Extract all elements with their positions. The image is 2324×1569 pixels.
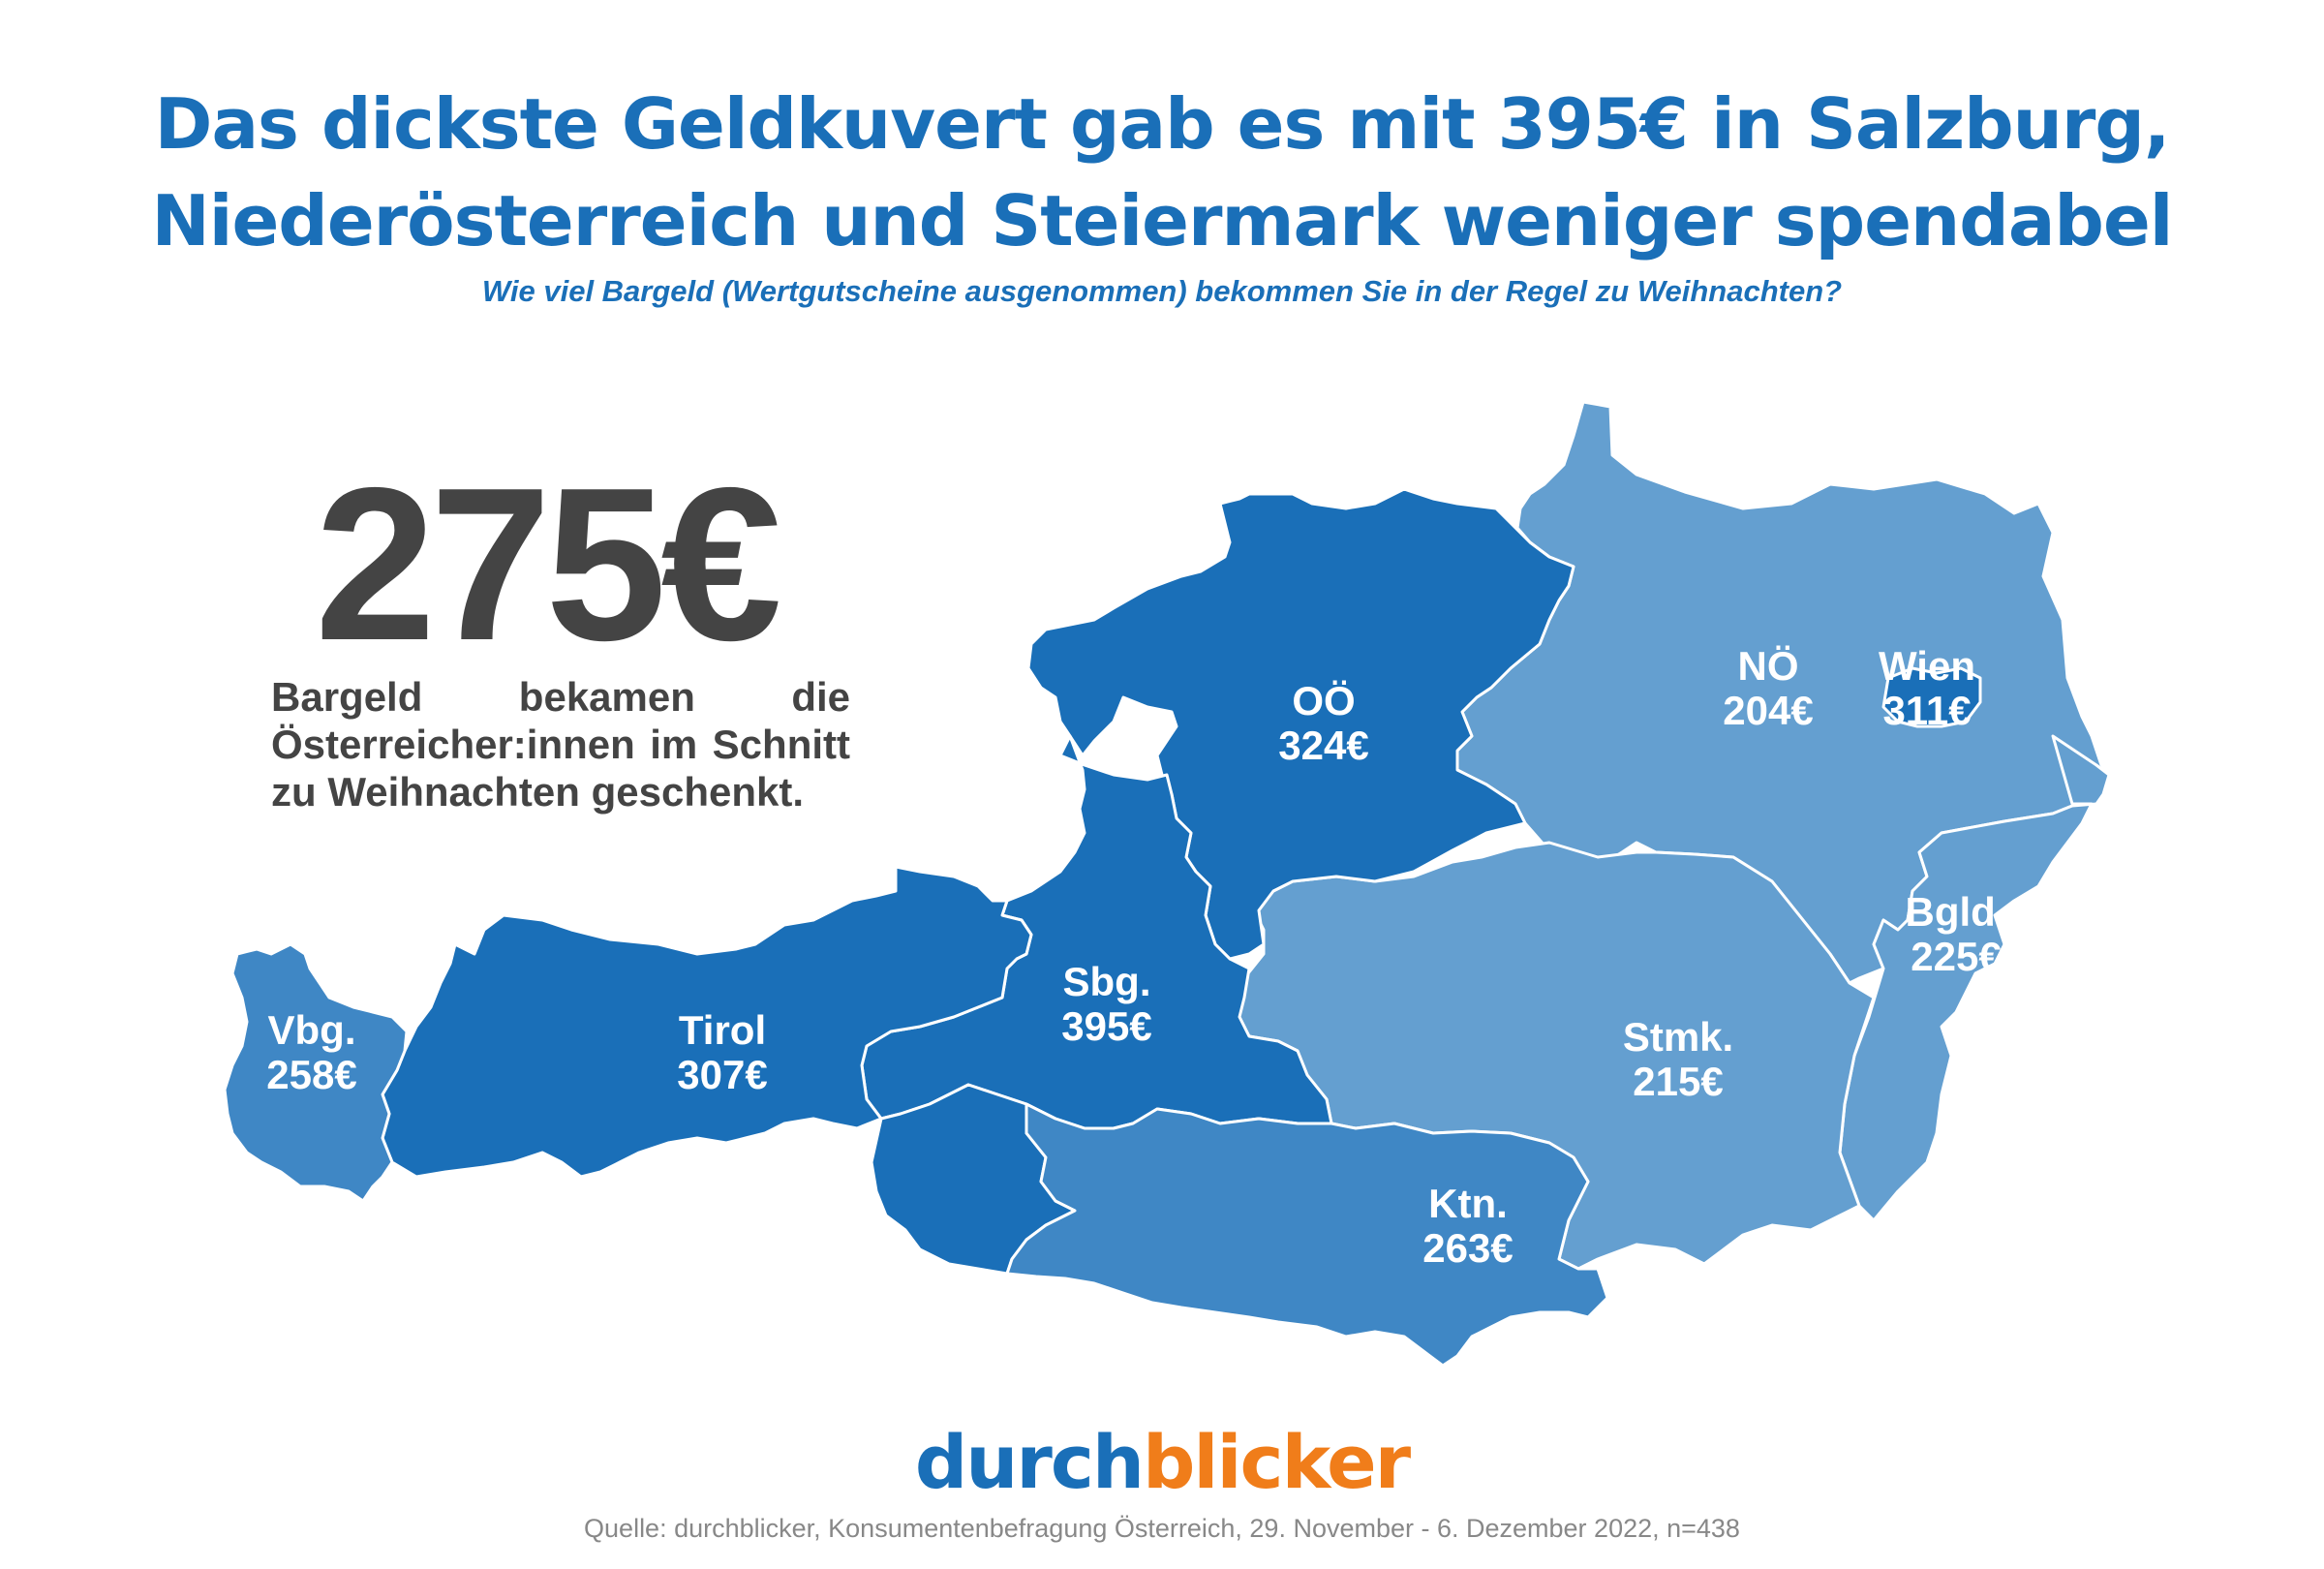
label-tirol-value: 307€ — [677, 1052, 767, 1097]
title-line-2: Niederösterreich und Steiermark weniger … — [151, 180, 2174, 262]
subtitle: Wie viel Bargeld (Wertgutscheine ausgeno… — [481, 274, 1843, 308]
label-sbg-name: Sbg. — [1063, 959, 1151, 1004]
region-ktn — [1005, 1102, 1609, 1368]
label-ktn-value: 263€ — [1422, 1225, 1513, 1271]
label-bgld-value: 225€ — [1911, 934, 2001, 979]
average-amount: 275€ — [315, 442, 782, 686]
label-ooe-value: 324€ — [1278, 723, 1368, 768]
logo-part-durch: durch — [914, 1419, 1145, 1505]
source-note: Quelle: durchblicker, Konsumentenbefragu… — [584, 1514, 1740, 1543]
label-wien-value: 311€ — [1882, 688, 1971, 733]
label-sbg-value: 395€ — [1061, 1003, 1151, 1049]
label-noe-value: 204€ — [1723, 688, 1813, 733]
label-vbg-value: 258€ — [266, 1052, 356, 1097]
label-noe-name: NÖ — [1738, 643, 1799, 689]
region-wien — [1881, 666, 1982, 728]
label-bgld-name: Bgld. — [1906, 889, 2007, 935]
region-tirol — [381, 865, 1033, 1179]
region-vbg — [223, 942, 409, 1203]
logo-part-blicker: blicker — [1143, 1419, 1411, 1505]
label-wien-name: Wien — [1879, 643, 1975, 689]
label-vbg-name: Vbg. — [268, 1007, 356, 1053]
durchblicker-logo[interactable]: durchblicker — [0, 1419, 2324, 1505]
title-line-1: Das dickste Geldkuvert gab es mit 395€ i… — [154, 83, 2171, 165]
average-caption: Bargeld bekamen die Österreicher:innen i… — [271, 674, 850, 815]
label-stmk-value: 215€ — [1633, 1059, 1723, 1104]
label-stmk-name: Stmk. — [1623, 1014, 1733, 1060]
label-ooe-name: OÖ — [1292, 678, 1355, 723]
label-ktn-name: Ktn. — [1428, 1181, 1508, 1226]
label-tirol-name: Tirol — [679, 1007, 766, 1053]
